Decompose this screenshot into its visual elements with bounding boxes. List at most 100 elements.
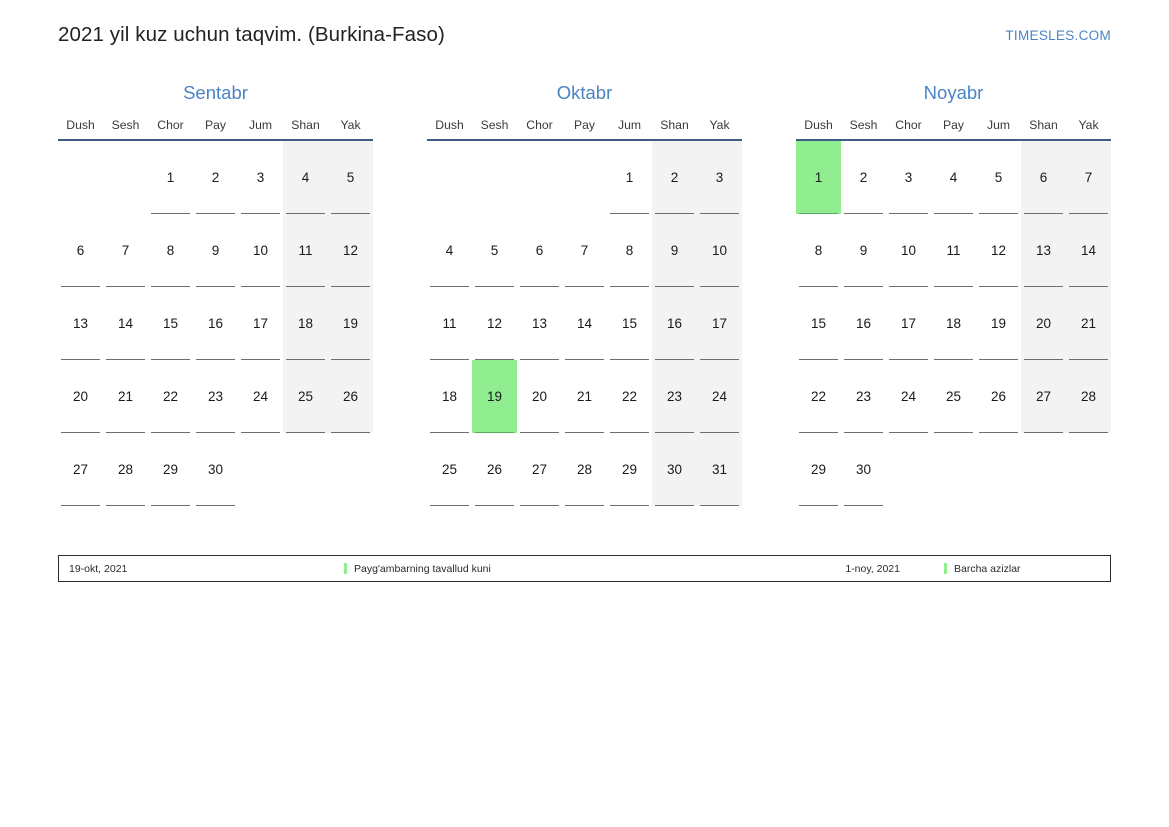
day-cell[interactable]: 29 [148, 433, 193, 506]
day-cell[interactable]: 26 [976, 360, 1021, 433]
brand-link[interactable]: TIMESLES.COM [1005, 27, 1111, 43]
day-cell[interactable]: 12 [472, 287, 517, 360]
day-cell[interactable]: 17 [697, 287, 742, 360]
day-cell[interactable]: 24 [697, 360, 742, 433]
day-cell[interactable]: 3 [238, 140, 283, 214]
day-cell[interactable]: 23 [652, 360, 697, 433]
empty-cell-inner [328, 433, 373, 506]
day-cell[interactable]: 25 [283, 360, 328, 433]
day-cell[interactable]: 22 [607, 360, 652, 433]
day-cell[interactable]: 6 [58, 214, 103, 287]
day-cell[interactable]: 15 [607, 287, 652, 360]
day-cell[interactable]: 8 [796, 214, 841, 287]
day-cell[interactable]: 7 [103, 214, 148, 287]
day-cell[interactable]: 19 [472, 360, 517, 433]
day-cell[interactable]: 13 [517, 287, 562, 360]
day-number: 11 [427, 287, 472, 360]
day-cell[interactable]: 9 [652, 214, 697, 287]
day-cell[interactable]: 21 [562, 360, 607, 433]
day-cell[interactable]: 24 [238, 360, 283, 433]
day-cell[interactable]: 25 [427, 433, 472, 506]
day-cell[interactable]: 18 [427, 360, 472, 433]
day-cell[interactable]: 2 [841, 140, 886, 214]
day-cell[interactable]: 11 [427, 287, 472, 360]
day-cell[interactable]: 4 [427, 214, 472, 287]
day-cell[interactable]: 10 [238, 214, 283, 287]
empty-cell [886, 433, 931, 506]
day-cell[interactable]: 26 [328, 360, 373, 433]
day-cell[interactable]: 30 [193, 433, 238, 506]
day-cell[interactable]: 27 [1021, 360, 1066, 433]
day-cell[interactable]: 14 [1066, 214, 1111, 287]
day-cell[interactable]: 5 [976, 140, 1021, 214]
day-cell[interactable]: 22 [148, 360, 193, 433]
day-cell[interactable]: 5 [472, 214, 517, 287]
day-number: 26 [472, 433, 517, 506]
day-cell[interactable]: 19 [328, 287, 373, 360]
day-cell[interactable]: 17 [886, 287, 931, 360]
day-cell[interactable]: 28 [103, 433, 148, 506]
day-cell[interactable]: 30 [652, 433, 697, 506]
day-cell[interactable]: 23 [841, 360, 886, 433]
day-cell[interactable]: 31 [697, 433, 742, 506]
day-cell[interactable]: 13 [58, 287, 103, 360]
day-cell[interactable]: 7 [562, 214, 607, 287]
day-cell[interactable]: 6 [1021, 140, 1066, 214]
day-cell[interactable]: 6 [517, 214, 562, 287]
day-cell[interactable]: 14 [103, 287, 148, 360]
day-cell[interactable]: 3 [886, 140, 931, 214]
day-cell[interactable]: 2 [652, 140, 697, 214]
day-cell[interactable]: 14 [562, 287, 607, 360]
day-cell[interactable]: 3 [697, 140, 742, 214]
day-cell[interactable]: 18 [931, 287, 976, 360]
day-cell[interactable]: 28 [1066, 360, 1111, 433]
day-cell[interactable]: 16 [652, 287, 697, 360]
day-number: 12 [976, 214, 1021, 287]
day-cell[interactable]: 8 [607, 214, 652, 287]
day-cell[interactable]: 7 [1066, 140, 1111, 214]
day-cell[interactable]: 4 [283, 140, 328, 214]
day-cell[interactable]: 22 [796, 360, 841, 433]
day-cell[interactable]: 21 [1066, 287, 1111, 360]
day-cell[interactable]: 9 [841, 214, 886, 287]
day-cell[interactable]: 26 [472, 433, 517, 506]
day-cell[interactable]: 27 [517, 433, 562, 506]
day-cell[interactable]: 11 [283, 214, 328, 287]
day-cell[interactable]: 2 [193, 140, 238, 214]
day-cell[interactable]: 20 [58, 360, 103, 433]
day-cell[interactable]: 4 [931, 140, 976, 214]
day-cell[interactable]: 19 [976, 287, 1021, 360]
day-cell[interactable]: 27 [58, 433, 103, 506]
day-cell[interactable]: 25 [931, 360, 976, 433]
day-cell[interactable]: 16 [841, 287, 886, 360]
empty-cell [58, 140, 103, 214]
week-row: 13 14 15 16 17 18 19 [58, 287, 373, 360]
day-cell[interactable]: 8 [148, 214, 193, 287]
day-cell[interactable]: 15 [796, 287, 841, 360]
day-cell[interactable]: 29 [607, 433, 652, 506]
day-cell[interactable]: 10 [697, 214, 742, 287]
day-cell[interactable]: 24 [886, 360, 931, 433]
day-cell[interactable]: 17 [238, 287, 283, 360]
day-cell[interactable]: 1 [607, 140, 652, 214]
day-cell[interactable]: 20 [1021, 287, 1066, 360]
day-cell[interactable]: 18 [283, 287, 328, 360]
day-cell[interactable]: 12 [976, 214, 1021, 287]
day-cell[interactable]: 15 [148, 287, 193, 360]
day-cell[interactable]: 10 [886, 214, 931, 287]
day-cell[interactable]: 29 [796, 433, 841, 506]
day-cell[interactable]: 20 [517, 360, 562, 433]
day-cell[interactable]: 5 [328, 140, 373, 214]
day-cell[interactable]: 12 [328, 214, 373, 287]
day-cell[interactable]: 13 [1021, 214, 1066, 287]
day-cell[interactable]: 23 [193, 360, 238, 433]
day-cell[interactable]: 21 [103, 360, 148, 433]
weekday-header-row: Dush Sesh Chor Pay Jum Shan Yak [427, 114, 742, 141]
day-cell[interactable]: 30 [841, 433, 886, 506]
day-cell[interactable]: 16 [193, 287, 238, 360]
day-cell[interactable]: 28 [562, 433, 607, 506]
day-cell[interactable]: 11 [931, 214, 976, 287]
day-cell[interactable]: 1 [796, 140, 841, 214]
day-cell[interactable]: 9 [193, 214, 238, 287]
day-cell[interactable]: 1 [148, 140, 193, 214]
